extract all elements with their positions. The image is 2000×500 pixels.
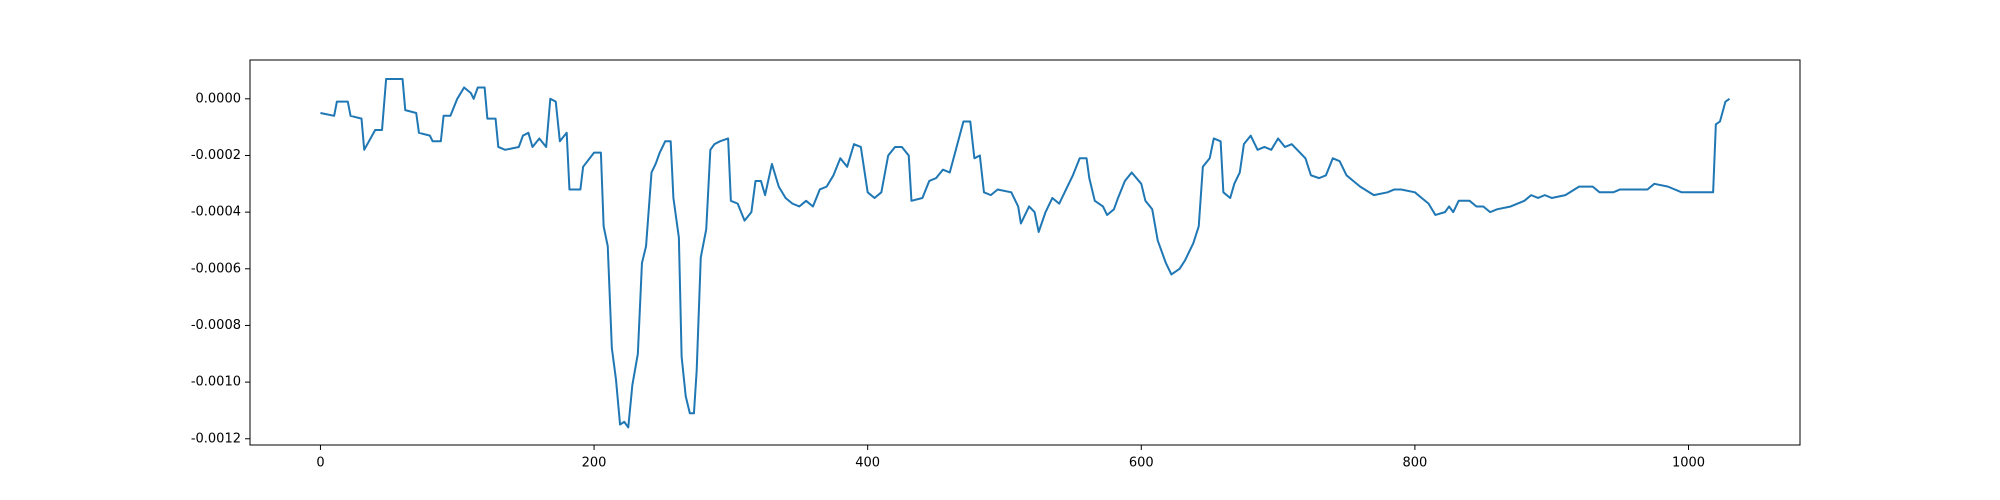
- y-tick-label: -0.0010: [191, 375, 241, 390]
- x-tick-label: 1000: [1672, 456, 1705, 471]
- y-tick-label: -0.0008: [191, 318, 241, 333]
- y-tick-label: 0.0000: [196, 91, 242, 106]
- x-tick-label: 800: [1402, 456, 1427, 471]
- x-tick-label: 200: [582, 456, 607, 471]
- x-tick-label: 400: [855, 456, 880, 471]
- y-tick-label: -0.0012: [191, 431, 241, 446]
- y-tick-label: -0.0006: [191, 261, 241, 276]
- plot-frame: [249, 59, 1801, 446]
- x-tick-label: 0: [316, 456, 324, 471]
- y-tick-label: -0.0004: [191, 205, 241, 220]
- y-tick-label: -0.0002: [191, 148, 241, 163]
- x-tick-label: 600: [1129, 456, 1154, 471]
- data-line: [320, 77, 1731, 429]
